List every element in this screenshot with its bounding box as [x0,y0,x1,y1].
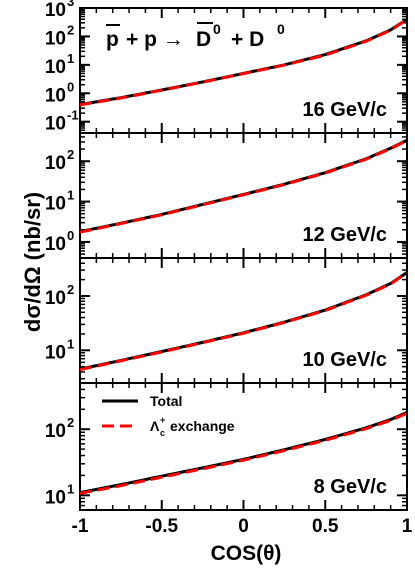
panel-3: 10 110 28 GeV/c [45,382,408,511]
series-exchange-line [80,271,407,372]
y-tick-exponent: 1 [67,336,74,351]
reaction-op2: + D [231,28,264,51]
y-tick-exponent: 1 [67,188,74,203]
y-tick-label: 10 [45,487,66,508]
y-tick-exponent: 0 [67,228,74,243]
series-exchange-line [80,411,407,495]
y-tick-exponent: 2 [67,282,74,297]
series-exchange-line [80,139,407,234]
y-tick-label: 10 [45,85,66,106]
panel-momentum-label: 10 GeV/c [302,349,387,371]
panel-momentum-label: 8 GeV/c [314,476,387,498]
x-tick-label: 1 [402,516,413,537]
y-tick-label: 10 [45,194,66,215]
y-tick-exponent: 0 [67,79,74,94]
reaction-dbar: D [196,28,211,51]
legend-total-label: Total [150,393,182,409]
y-tick-exponent: -1 [67,108,79,123]
x-tick-label: 0 [238,516,249,537]
legend: Total Λ c + exchange [102,393,235,438]
y-tick-label: 10 [45,288,66,309]
y-tick-exponent: 1 [67,51,74,66]
y-tick-exponent: 2 [67,22,74,37]
reaction-op1: + p → [126,28,184,51]
y-tick-label: 10 [45,114,66,135]
y-tick-exponent: 2 [67,147,74,162]
x-tick-label: -0.5 [145,516,178,537]
legend-exchange-sub: c [160,428,165,438]
y-tick-label: 10 [45,342,66,363]
legend-exchange-rest: exchange [170,418,235,434]
y-tick-exponent: 1 [67,481,74,496]
y-tick-label: 10 [45,234,66,255]
x-tick-label: -1 [72,516,89,537]
reaction-annotation: p + p → D 0 + D 0 [106,21,285,51]
y-tick-exponent: 2 [67,415,74,430]
panel-momentum-label: 16 GeV/c [302,99,387,121]
y-axis-label: dσ/dΩ (nb/sr) [20,192,45,332]
y-tick-label: 10 [45,57,66,78]
reaction-d-sup: 0 [277,21,285,37]
panel-momentum-label: 12 GeV/c [302,224,387,246]
y-tick-label: 10 [45,421,66,442]
legend-exchange-sup: + [160,415,165,425]
legend-exchange-symbol: Λ [150,418,160,434]
x-tick-label: 0.5 [312,516,339,537]
reaction-pbar: p [106,28,119,51]
y-tick-label: 10 [45,0,66,21]
series-exchange-line [80,18,407,107]
x-axis-label: COS(θ) [211,542,282,565]
series-total-line [80,138,407,234]
reaction-dbar-sup: 0 [213,21,221,37]
y-tick-label: 10 [45,153,66,174]
y-tick-exponent: 3 [67,0,74,9]
y-tick-label: 10 [45,28,66,49]
